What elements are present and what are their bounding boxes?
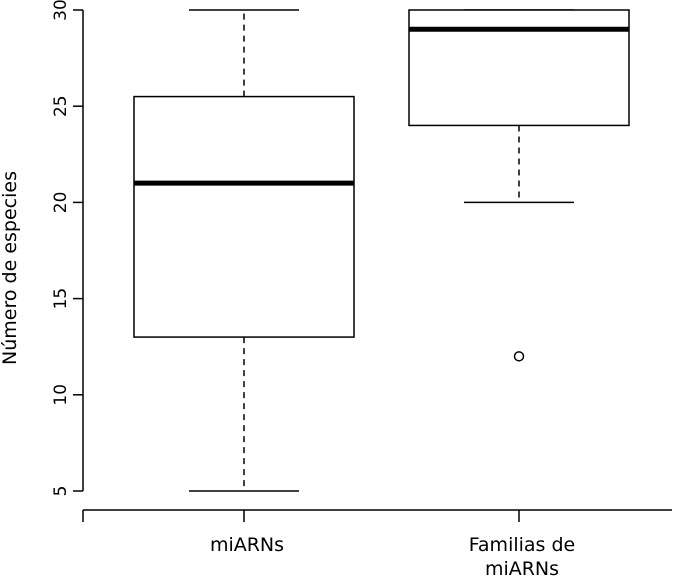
y-axis: 5 10 15 20 25 30 [51,0,84,497]
y-tick-label: 25 [51,95,71,117]
x-axis: miARNs Familias de miARNs [82,509,672,577]
iqr-box [133,95,355,338]
boxes [133,9,630,492]
y-tick-label: 10 [51,384,71,406]
y-tick-label: 30 [51,0,71,21]
outlier-point [513,351,525,362]
x-tick-label: miARNs [485,558,559,577]
x-tick-label: Familias de [469,534,576,556]
y-axis-label: Número de especies [0,171,21,365]
y-tick-label: 5 [51,486,71,497]
box-group [408,9,630,362]
y-tick-label: 15 [51,288,71,310]
x-tick-label: miARNs [210,534,284,556]
box-group [133,9,355,492]
y-tick-label: 20 [51,192,71,214]
